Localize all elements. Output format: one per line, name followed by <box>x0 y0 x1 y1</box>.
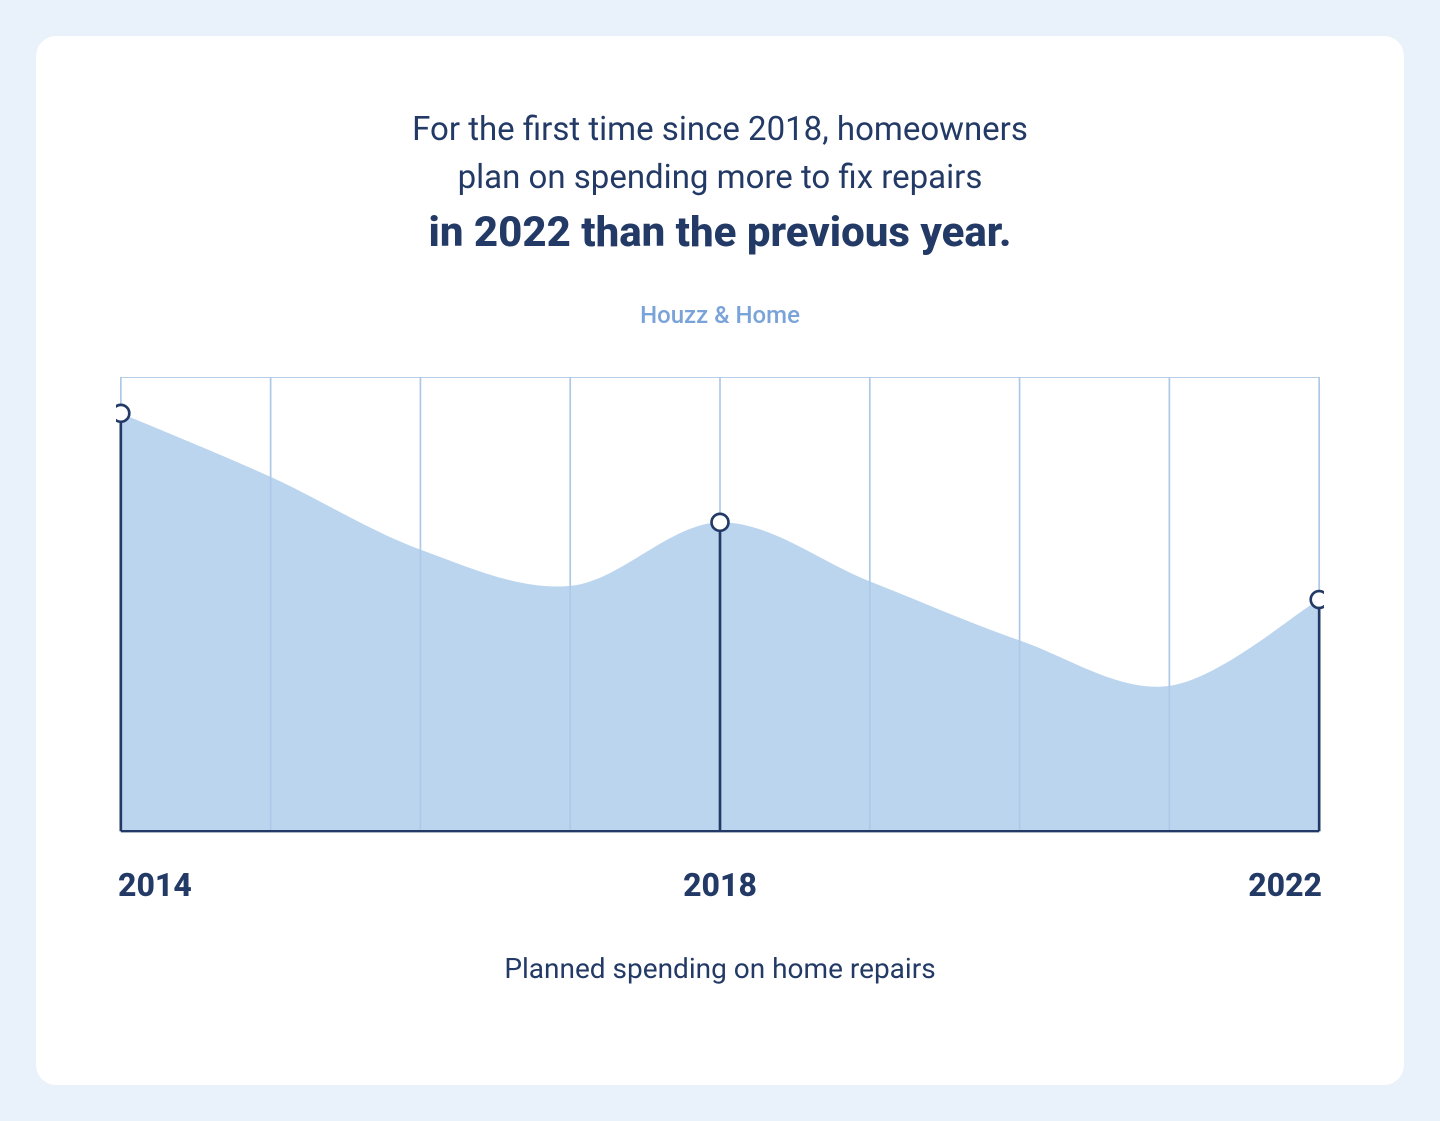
xaxis-label-2022: 2022 <box>1248 866 1322 904</box>
xaxis-labels: 2014 2018 2022 <box>116 866 1324 904</box>
headline-line-2: plan on spending more to fix repairs <box>412 154 1028 202</box>
headline: For the first time since 2018, homeowner… <box>412 106 1028 257</box>
headline-line-3: in 2022 than the previous year. <box>412 208 1028 257</box>
xaxis-label-2018: 2018 <box>683 866 757 904</box>
area-chart: 2014 2018 2022 <box>116 377 1324 904</box>
source-label: Houzz & Home <box>640 301 800 329</box>
chart-caption: Planned spending on home repairs <box>504 952 935 985</box>
card: For the first time since 2018, homeowner… <box>36 36 1404 1085</box>
area-chart-svg <box>116 377 1324 836</box>
page-background: For the first time since 2018, homeowner… <box>0 0 1440 1121</box>
headline-line-1: For the first time since 2018, homeowner… <box>412 106 1028 154</box>
xaxis-label-2014: 2014 <box>118 866 192 904</box>
